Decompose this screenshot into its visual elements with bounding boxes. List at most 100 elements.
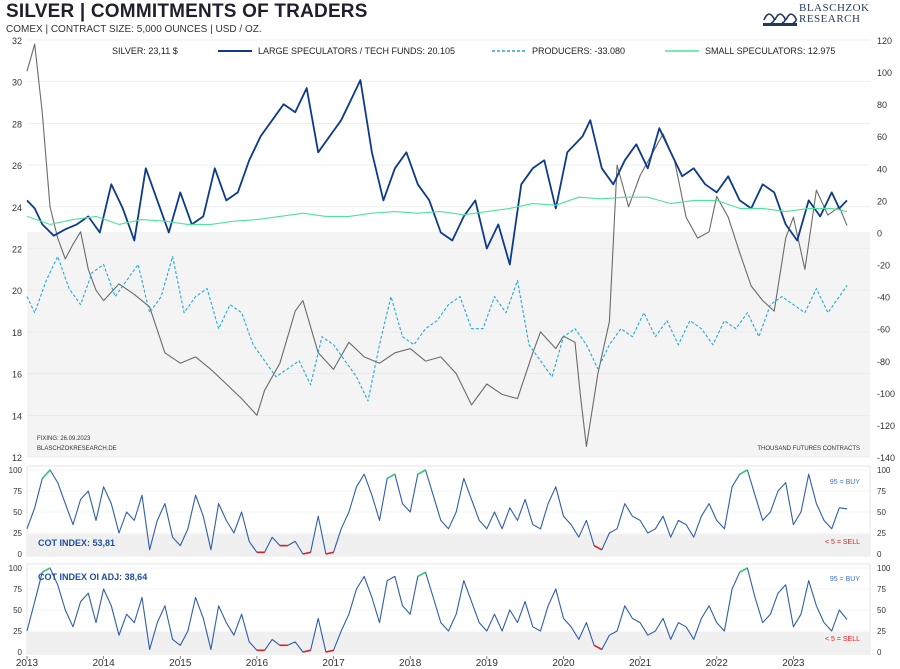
oi-left-tick-label: 75 <box>13 585 22 594</box>
oi-right-tick-label: 0 <box>877 648 882 657</box>
fixing-note: FIXING: 26.09.2023 <box>37 436 91 442</box>
source-note: BLASCHZOKRESEARCH.DE <box>37 446 117 452</box>
cot-right-tick-label: 75 <box>877 487 886 496</box>
left-tick-label: 24 <box>12 203 22 213</box>
cot-oi-index-label: COT INDEX OI ADJ: 38,64 <box>38 572 147 582</box>
cot-index-line <box>26 469 848 555</box>
cot-index-oi-adj-signal-segment <box>739 567 748 573</box>
left-tick-label: 18 <box>12 328 22 338</box>
left-tick-label: 28 <box>12 119 22 129</box>
x-tick-label: 2015 <box>169 658 192 669</box>
left-tick-label: 14 <box>12 411 22 421</box>
left-tick-label: 32 <box>12 36 22 46</box>
x-tick-label: 2023 <box>782 658 805 669</box>
right-tick-label: 80 <box>877 100 887 110</box>
cot-index-signal-segment <box>739 469 748 475</box>
right-tick-label: 120 <box>877 36 892 46</box>
right-tick-label: 100 <box>877 68 892 78</box>
cot-sell-shade <box>27 534 870 556</box>
left-tick-label: 16 <box>12 370 22 380</box>
right-tick-label: -100 <box>877 389 895 399</box>
main-plot-shade <box>27 232 870 457</box>
legend-small-speculators-label: SMALL SPECULATORS: 12.975 <box>705 46 835 56</box>
cot-buy-label: 95 = BUY <box>830 479 860 486</box>
cot-index-oi-adj-line <box>26 567 848 653</box>
oi-right-tick-label: 25 <box>877 627 886 636</box>
cot-index-label: COT INDEX: 53,81 <box>38 538 115 548</box>
cot-oi-buy-label: 95 = BUY <box>830 576 860 583</box>
cot-index-signal-segment <box>325 551 334 555</box>
x-tick-label: 2021 <box>629 658 652 669</box>
series-lines <box>26 43 848 653</box>
cot-right-tick-label: 25 <box>877 529 886 538</box>
cot-left-tick-label: 50 <box>13 508 22 517</box>
oi-left-tick-label: 100 <box>9 564 23 573</box>
cot-left-tick-label: 0 <box>18 550 23 559</box>
cot-index-signal-segment <box>386 473 396 480</box>
right-tick-label: 60 <box>877 132 887 142</box>
x-tick-label: 2018 <box>399 658 422 669</box>
blaschzok-logo-icon <box>763 13 797 26</box>
left-tick-label: 26 <box>12 161 22 171</box>
left-tick-label: 12 <box>12 453 22 463</box>
x-tick-label: 2022 <box>706 658 729 669</box>
cot-left-tick-label: 100 <box>9 466 23 475</box>
cot-index-oi-adj-signal-segment <box>41 567 51 573</box>
cot-index-oi-adj-signal-segment <box>302 649 311 653</box>
oi-right-tick-label: 50 <box>877 606 886 615</box>
x-tick-label: 2017 <box>322 658 345 669</box>
cot-oi-sell-shade <box>27 632 870 654</box>
cot-index-signal-segment <box>593 544 603 551</box>
cot-right-tick-label: 50 <box>877 508 886 517</box>
cot-right-tick-label: 0 <box>877 550 882 559</box>
right-tick-label: -40 <box>877 293 890 303</box>
oi-left-tick-label: 0 <box>18 648 23 657</box>
cot-left-tick-label: 25 <box>13 529 22 538</box>
legend: SILVER: 23,11 $ LARGE SPECULATORS / TECH … <box>112 46 835 56</box>
oi-left-tick-label: 50 <box>13 606 22 615</box>
cot-index-signal-segment <box>302 551 311 555</box>
legend-silver-label: SILVER: 23,11 $ <box>112 46 178 56</box>
oi-right-tick-label: 75 <box>877 585 886 594</box>
axes: 3230282624222018161412120100806040200-20… <box>9 36 895 669</box>
x-tick-label: 2014 <box>93 658 116 669</box>
cot-index-signal-segment <box>417 469 426 475</box>
silver-price-line <box>26 43 848 448</box>
left-tick-label: 22 <box>12 245 22 255</box>
x-tick-label: 2013 <box>16 658 39 669</box>
logo-line-1: BLASCHZOK <box>799 2 870 14</box>
right-tick-label: -20 <box>877 261 890 271</box>
right-tick-label: -140 <box>877 453 895 463</box>
logo-wordmark: BLASCHZOK RESEARCH <box>799 3 870 25</box>
small-speculators-line <box>26 196 848 225</box>
producers-line <box>26 255 848 402</box>
logo-line-2: RESEARCH <box>799 13 861 25</box>
cot-index-oi-adj-signal-segment <box>325 649 334 653</box>
right-tick-label: -80 <box>877 357 890 367</box>
x-tick-label: 2016 <box>246 658 269 669</box>
right-tick-label: 0 <box>877 228 882 238</box>
cot-index-signal-segment <box>41 469 51 479</box>
cot-sell-label: < 5 = SELL <box>825 539 860 546</box>
x-tick-label: 2020 <box>552 658 575 669</box>
chart-subtitle: COMEX | CONTRACT SIZE: 5,000 OUNCES | US… <box>6 24 262 35</box>
legend-producers-label: PRODUCERS: -33.080 <box>532 46 625 56</box>
left-tick-label: 20 <box>12 286 22 296</box>
oi-left-tick-label: 25 <box>13 627 22 636</box>
cot-index-oi-adj-signal-segment <box>417 571 426 578</box>
x-tick-label: 2019 <box>476 658 499 669</box>
legend-large-speculators-label: LARGE SPECULATORS / TECH FUNDS: 20.105 <box>258 46 455 56</box>
left-tick-label: 30 <box>12 78 22 88</box>
chart-title: SILVER | COMMITMENTS OF TRADERS <box>6 1 368 22</box>
cot-left-tick-label: 75 <box>13 487 22 496</box>
cot-oi-sell-label: < 5 = SELL <box>825 636 860 643</box>
cot-right-tick-label: 100 <box>877 466 891 475</box>
right-tick-label: 40 <box>877 164 887 174</box>
unit-note: THOUSAND FUTURES CONTRACTS <box>757 446 860 452</box>
right-tick-label: -60 <box>877 325 890 335</box>
large-speculators-line <box>26 79 848 266</box>
right-tick-label: -120 <box>877 421 895 431</box>
right-tick-label: 20 <box>877 196 887 206</box>
oi-right-tick-label: 100 <box>877 564 891 573</box>
